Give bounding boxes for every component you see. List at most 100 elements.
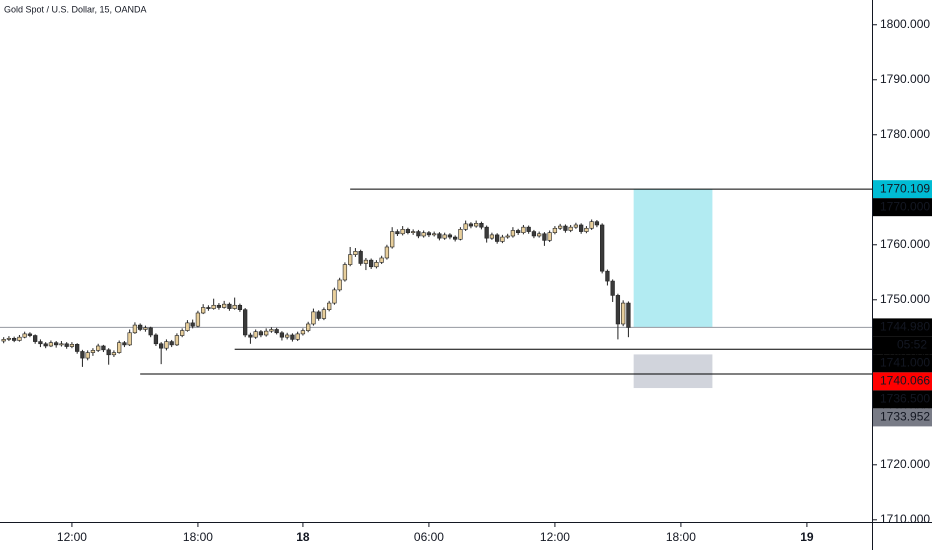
x-tick-label: 12:00 [540, 530, 570, 544]
candle-body [552, 227, 558, 233]
candle-body [96, 345, 101, 351]
candle-body [290, 334, 295, 340]
candle-body [85, 352, 90, 359]
candle-body [379, 257, 384, 263]
candle-body [426, 232, 432, 236]
x-tick-label: 06:00 [414, 530, 444, 544]
candle-body [300, 330, 306, 335]
candle-body [248, 334, 253, 338]
candle-body [43, 343, 48, 347]
candle-body [384, 246, 390, 259]
candle-body [621, 302, 626, 325]
candle-body [22, 333, 27, 338]
candle-body [211, 304, 216, 309]
candle-body [274, 329, 279, 334]
price-label: 1770.109 [880, 181, 930, 195]
candle-body [269, 329, 274, 332]
candle-body [615, 295, 621, 325]
x-tick-label: 18:00 [183, 530, 213, 544]
candle-body [195, 312, 201, 327]
price-label-box [873, 408, 932, 427]
x-tick-label: 12:00 [57, 530, 87, 544]
candle-body [48, 342, 54, 347]
candle-body [206, 307, 211, 309]
candle-body [510, 230, 516, 237]
candle-body [285, 334, 290, 338]
candle-body [295, 333, 300, 340]
candle-body [227, 303, 232, 309]
candle-body [395, 231, 400, 235]
price-label-box [873, 336, 932, 355]
candle-body [610, 280, 615, 296]
price-label: 1733.952 [880, 410, 930, 424]
x-tick-label: 18 [296, 530, 310, 544]
candle-body [159, 343, 164, 349]
candle-body [400, 229, 405, 235]
candle-body [237, 304, 243, 310]
candle-body [253, 331, 258, 338]
candle-body [311, 311, 316, 325]
candle-body [453, 236, 458, 240]
price-label-box [873, 390, 932, 409]
candle-body [626, 302, 631, 328]
candle-body [90, 350, 96, 353]
candle-body [138, 324, 143, 330]
countdown-label: 05:52 [897, 338, 927, 352]
candle-body [75, 344, 80, 352]
candle-body [474, 223, 479, 227]
candle-body [484, 226, 489, 239]
candle-body [316, 311, 321, 319]
candle-body [306, 323, 311, 331]
candle-body [442, 234, 447, 239]
position-zone [633, 189, 713, 328]
chart-title: Gold Spot / U.S. Dollar, 15, OANDA [4, 4, 147, 14]
candle-body [117, 342, 122, 353]
candle-body [495, 234, 500, 242]
candle-body [132, 324, 138, 334]
candle-body [437, 233, 442, 239]
price-label-box [873, 318, 932, 337]
candle-body [148, 327, 153, 336]
price-label-box [873, 198, 932, 217]
candle-body [489, 234, 495, 239]
candle-body [101, 345, 106, 351]
price-label-box [873, 354, 932, 373]
candle-body [185, 322, 190, 331]
candle-body [169, 341, 174, 346]
candle-body [600, 224, 605, 272]
y-tick-label: 1790.000 [880, 72, 930, 86]
candle-body [143, 327, 148, 330]
candle-body [589, 221, 594, 229]
candle-body [505, 235, 510, 238]
candle-body [69, 344, 75, 347]
candle-body [38, 341, 43, 345]
candle-body [558, 225, 563, 229]
y-tick-label: 1720.000 [880, 457, 930, 471]
position-zone [633, 354, 713, 389]
candle-body [180, 330, 185, 336]
price-label: 1736.500 [880, 392, 930, 406]
candle-body [568, 226, 573, 231]
candle-body [27, 333, 33, 336]
candle-body [421, 232, 426, 237]
candle-body [332, 289, 337, 304]
candle-body [348, 254, 353, 265]
y-tick-label: 1750.000 [880, 292, 930, 306]
candle-body [264, 330, 269, 336]
candle-body [584, 227, 589, 232]
candle-body [594, 221, 600, 226]
candle-body [64, 343, 69, 347]
candle-body [605, 270, 610, 282]
x-tick-label: 19 [800, 530, 814, 544]
price-label-box [873, 180, 932, 199]
candle-body [516, 230, 521, 233]
candle-body [243, 309, 248, 336]
candle-body [342, 264, 348, 281]
price-label: 1744.980 [880, 320, 930, 334]
candle-body [369, 259, 374, 268]
candle-body [531, 231, 537, 237]
candle-body [479, 223, 484, 228]
candle-body [374, 262, 379, 268]
